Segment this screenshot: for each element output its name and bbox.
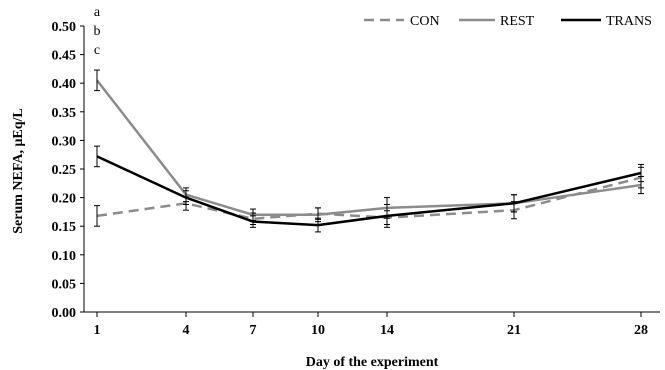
y-tick-label: 0.50 bbox=[52, 20, 77, 35]
x-tick-label: 10 bbox=[311, 323, 325, 338]
y-tick-label: 0.05 bbox=[52, 277, 77, 292]
x-axis: 1 4 7 10 14 21 28 bbox=[84, 311, 660, 338]
x-axis-title: Day of the experiment bbox=[306, 355, 439, 370]
y-tick-label: 0.25 bbox=[52, 163, 77, 178]
x-tick-label: 28 bbox=[634, 323, 648, 338]
y-tick-label: 0.40 bbox=[52, 77, 77, 92]
error-bar bbox=[94, 145, 100, 168]
y-tick-label: 0.30 bbox=[52, 134, 77, 149]
x-tick-label: 1 bbox=[94, 323, 101, 338]
error-bar bbox=[638, 163, 644, 183]
error-bar bbox=[183, 190, 189, 205]
y-tick-label: 0.10 bbox=[52, 249, 77, 264]
y-axis-title: Serum NEFA, μEq/L bbox=[11, 108, 26, 234]
legend-label: TRANS bbox=[606, 14, 652, 29]
error-bar bbox=[511, 194, 517, 213]
x-tick-label: 4 bbox=[183, 323, 190, 338]
series-trans bbox=[94, 145, 644, 233]
error-bar bbox=[250, 215, 256, 228]
y-tick-label: 0.15 bbox=[52, 220, 77, 235]
legend-item-con: CON bbox=[364, 14, 440, 29]
legend-label: CON bbox=[410, 14, 440, 29]
legend-item-trans: TRANS bbox=[561, 14, 652, 29]
x-tick-label: 7 bbox=[250, 323, 257, 338]
significance-letter: a bbox=[94, 5, 101, 20]
error-bar bbox=[94, 69, 100, 92]
y-tick-label: 0.20 bbox=[52, 192, 77, 207]
error-bar bbox=[384, 203, 390, 228]
significance-letter: b bbox=[94, 24, 101, 39]
legend-item-rest: REST bbox=[459, 14, 535, 29]
x-tick-label: 21 bbox=[507, 323, 521, 338]
y-tick-label: 0.45 bbox=[52, 49, 77, 64]
legend: CON REST TRANS bbox=[364, 14, 652, 29]
y-tick-label: 0.00 bbox=[52, 306, 77, 321]
significance-letter: c bbox=[94, 43, 100, 58]
error-bar bbox=[315, 217, 321, 233]
error-bar bbox=[94, 205, 100, 227]
legend-label: REST bbox=[500, 14, 535, 29]
series-line-trans bbox=[96, 155, 642, 227]
y-tick-label: 0.35 bbox=[52, 106, 77, 121]
y-axis: 0.00 0.05 0.10 0.15 0.20 0.25 0.30 0.35 0.40 0.45… bbox=[52, 20, 85, 321]
x-tick-label: 14 bbox=[380, 323, 394, 338]
series-layer bbox=[94, 69, 644, 233]
annotations: abc bbox=[94, 5, 101, 58]
